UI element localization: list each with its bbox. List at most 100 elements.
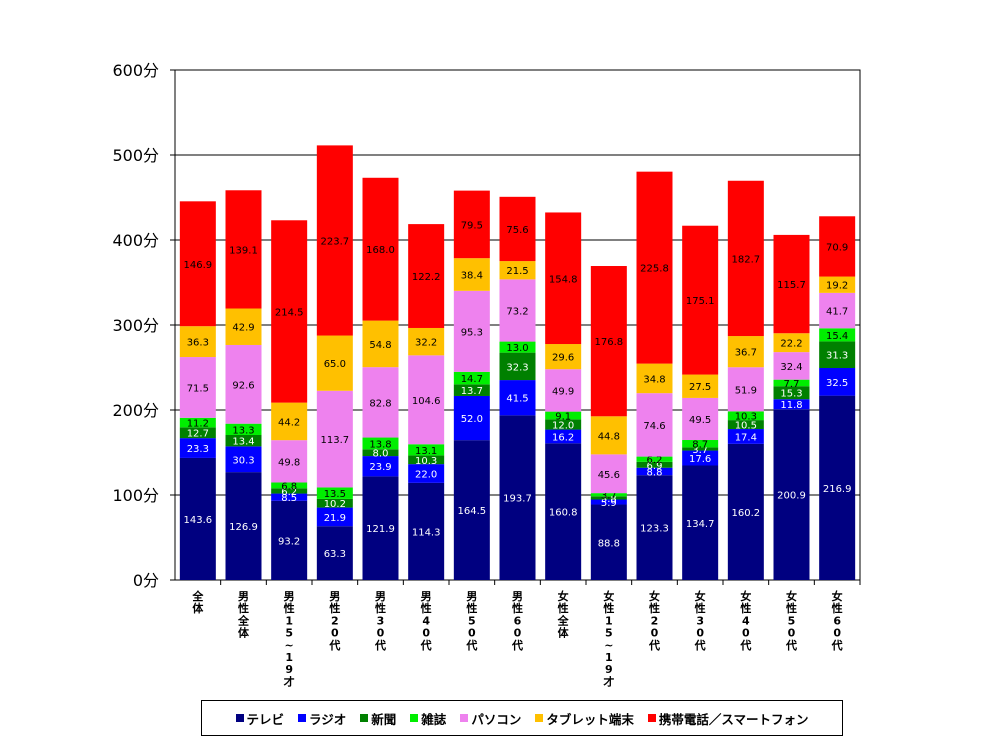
bar-segment: [636, 171, 673, 364]
data-label: 49.9: [552, 386, 574, 397]
data-label: 113.7: [321, 435, 350, 446]
bar-segment: [316, 526, 353, 580]
data-label: 8.5: [281, 493, 297, 504]
data-label: 216.9: [823, 484, 852, 495]
data-label: 182.7: [732, 254, 761, 265]
data-label: 200.9: [777, 491, 806, 502]
data-label: 225.8: [640, 264, 669, 275]
bar-segment: [499, 196, 536, 262]
bar-segment: [773, 409, 810, 580]
data-label: 175.1: [686, 296, 715, 307]
bar-segment: [499, 261, 536, 280]
bar-segment: [727, 443, 764, 580]
bar-segment: [819, 276, 856, 293]
bar-segment: [179, 326, 216, 358]
data-label: 154.8: [549, 274, 578, 285]
bar-segment: [819, 341, 856, 369]
x-tick-label: 女性 5 0 代: [785, 589, 797, 652]
data-label: 23.9: [369, 462, 391, 473]
data-label: 42.9: [232, 323, 254, 334]
data-label: 143.6: [184, 515, 213, 526]
data-label: 32.3: [506, 362, 528, 373]
legend-label: テレビ: [246, 711, 285, 727]
x-tick-label: 女性 4 0 代: [739, 589, 751, 652]
bar-segment: [316, 335, 353, 391]
data-label: 29.6: [552, 353, 574, 364]
bar-segment: [682, 450, 719, 466]
data-label: 11.8: [780, 400, 802, 411]
bar-segment: [362, 367, 399, 438]
data-label: 11.2: [187, 419, 209, 430]
bar-segment: [773, 379, 810, 387]
x-tick-label: 女性 2 0 代: [648, 589, 660, 652]
data-label: 92.6: [232, 380, 254, 391]
x-tick-label: 女性 6 0 代: [831, 589, 843, 652]
data-label: 7.7: [784, 379, 800, 390]
data-label: 8.0: [373, 449, 389, 460]
bar-segment: [225, 190, 262, 309]
data-label: 223.7: [321, 236, 350, 247]
bar-segment: [773, 352, 810, 380]
data-label: 22.0: [415, 469, 437, 480]
legend-swatch: [460, 714, 469, 722]
bar-segment: [727, 411, 764, 421]
x-tick-label: 女性 1 5 ~1 9 才: [603, 589, 614, 688]
legend-item: テレビ: [235, 709, 285, 728]
bar-segment: [316, 390, 353, 488]
data-label: 45.6: [598, 470, 620, 481]
data-label: 88.8: [598, 538, 620, 549]
legend-label: 携帯電話／スマートフォン: [658, 711, 809, 727]
legend-item: ラジオ: [298, 709, 346, 728]
x-tick-label: 全体: [191, 589, 204, 615]
data-label: 13.5: [324, 489, 346, 500]
bar-segment: [362, 177, 399, 321]
data-label: 74.6: [643, 421, 665, 432]
data-label: 10.3: [735, 412, 757, 423]
data-label: 15.4: [826, 331, 848, 342]
bar-segment: [682, 440, 719, 448]
legend: テレビ ラジオ 新聞 雑誌 パソコン タブレット端末 携帯電話／スマートフォン: [201, 700, 843, 736]
data-label: 15.3: [780, 389, 802, 400]
bar-segment: [590, 416, 627, 455]
legend-swatch: [647, 714, 656, 722]
data-label: 27.5: [689, 382, 711, 393]
legend-label: 雑誌: [421, 711, 447, 727]
data-label: 54.8: [369, 340, 391, 351]
data-label: 63.3: [324, 549, 346, 560]
bar-segment: [636, 461, 673, 468]
bar-segment: [453, 384, 490, 396]
bar-segment: [453, 395, 490, 441]
data-label: 3.8: [601, 494, 617, 505]
bar-segment: [408, 327, 445, 356]
legend-label: 新聞: [371, 711, 397, 727]
x-tick-label: 男性 4 0 代: [420, 590, 432, 652]
bar-segment: [271, 482, 308, 489]
bar-segment: [590, 454, 627, 494]
data-label: 75.6: [506, 225, 528, 236]
data-label: 49.5: [689, 415, 711, 426]
data-label: 164.5: [458, 506, 487, 517]
data-label: 36.7: [735, 348, 757, 359]
data-label: 21.5: [506, 266, 528, 277]
data-label: 36.3: [187, 338, 209, 349]
legend-item: 新聞: [360, 709, 396, 728]
bar-segment: [590, 499, 627, 505]
bar-segment: [179, 438, 216, 458]
data-label: 13.3: [232, 425, 254, 436]
data-label: 123.3: [640, 524, 669, 535]
data-label: 12.0: [552, 420, 574, 431]
bar-segment: [362, 320, 399, 368]
data-label: 51.9: [735, 385, 757, 396]
data-label: 126.9: [229, 522, 258, 533]
data-label: 21.9: [324, 513, 346, 524]
y-tick-label: 200分: [112, 401, 159, 420]
data-label: 6.2: [281, 487, 297, 498]
bar-segment: [727, 420, 764, 430]
x-tick-label: 女性全体: [557, 589, 570, 640]
data-label: 8.8: [647, 467, 663, 478]
bar-segment: [682, 397, 719, 441]
bar-segment: [727, 429, 764, 444]
x-tick-label: 女性 3 0 代: [694, 589, 706, 652]
bar-segment: [590, 493, 627, 497]
legend-item: パソコン: [460, 709, 521, 728]
